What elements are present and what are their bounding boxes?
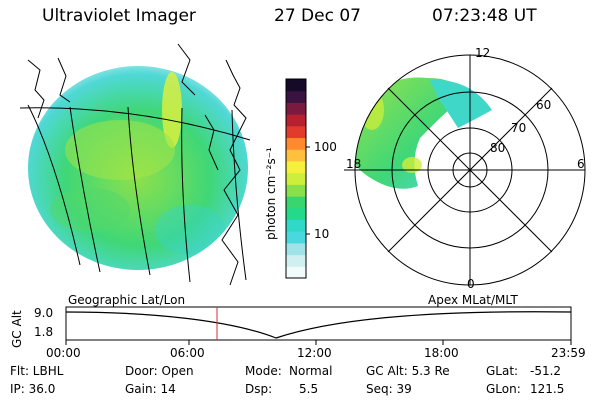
colorbar-segment	[286, 172, 306, 185]
colorbar-segment	[286, 149, 306, 162]
time-tick-2359: 23:59	[551, 346, 586, 360]
colorbar-segment	[286, 207, 306, 220]
status-mode-label: Mode:	[245, 364, 282, 378]
colorbar-segment	[286, 219, 306, 232]
status-glat-label: GLat:	[486, 364, 519, 378]
polar-caption: Apex MLat/MLT	[428, 293, 518, 307]
colorbar-segment	[286, 231, 306, 244]
date-label: 27 Dec 07	[274, 6, 361, 26]
time-tick-0600: 06:00	[170, 346, 205, 360]
colorbar-segment	[286, 160, 306, 174]
geographic-image	[19, 43, 251, 286]
colorbar-segment	[286, 254, 306, 267]
colorbar-tick-10: 10	[314, 227, 330, 241]
time-label: 07:23:48 UT	[432, 6, 537, 26]
colorbar-ticks	[306, 146, 310, 235]
time-tick-0000: 00:00	[46, 346, 81, 360]
colorbar-segment	[286, 90, 306, 103]
colorbar-segment	[286, 114, 306, 127]
status-ip: IP: 36.0	[10, 382, 56, 396]
mlt-label-12: 12	[475, 46, 491, 60]
instrument-title: Ultraviolet Imager	[42, 6, 196, 26]
status-dsp-value: 5.5	[299, 382, 319, 396]
status-glat-value: -51.2	[530, 364, 562, 378]
mlt-label-6: 6	[577, 157, 585, 171]
colorbar-segment	[286, 184, 306, 197]
mlt-label-18: 18	[346, 157, 362, 171]
lat-label-70: 70	[511, 121, 527, 135]
mlt-label-0: 0	[467, 277, 475, 291]
time-tick-1200: 12:00	[297, 346, 332, 360]
colorbar	[286, 79, 306, 279]
colorbar-segment	[286, 125, 306, 139]
altitude-plot	[65, 306, 572, 345]
altitude-ytick-9: 9.0	[34, 306, 54, 320]
status-flt: Flt: LBHL	[10, 364, 64, 378]
altitude-ylabel: GC Alt	[10, 310, 24, 348]
colorbar-segment	[286, 242, 306, 256]
status-gain: Gain: 14	[125, 382, 176, 396]
status-door: Door: Open	[125, 364, 194, 378]
altitude-curve	[65, 311, 572, 339]
colorbar-tick-100: 100	[314, 140, 337, 154]
colorbar-segment	[286, 196, 306, 209]
status-gc-alt: GC Alt: 5.3 Re	[366, 364, 450, 378]
polar-plot	[344, 54, 586, 286]
status-glon-label: GLon:	[486, 382, 521, 396]
colorbar-frame	[285, 78, 307, 279]
colorbar-unit-label: photon cm⁻²s⁻¹	[264, 147, 278, 240]
status-glon-value: 121.5	[530, 382, 565, 396]
lat-label-60: 60	[536, 98, 552, 112]
altitude-ytick-1-8: 1.8	[34, 325, 54, 339]
colorbar-segment	[286, 102, 306, 115]
geo-caption: Geographic Lat/Lon	[68, 293, 186, 307]
lat-label-80: 80	[490, 141, 506, 155]
time-tick-1800: 18:00	[424, 346, 459, 360]
colorbar-segment	[286, 79, 306, 92]
colorbar-segment	[286, 137, 306, 150]
colorbar-segment	[286, 266, 306, 279]
status-dsp-label: Dsp:	[245, 382, 273, 396]
status-seq: Seq: 39	[366, 382, 412, 396]
status-mode-value: Normal	[289, 364, 333, 378]
